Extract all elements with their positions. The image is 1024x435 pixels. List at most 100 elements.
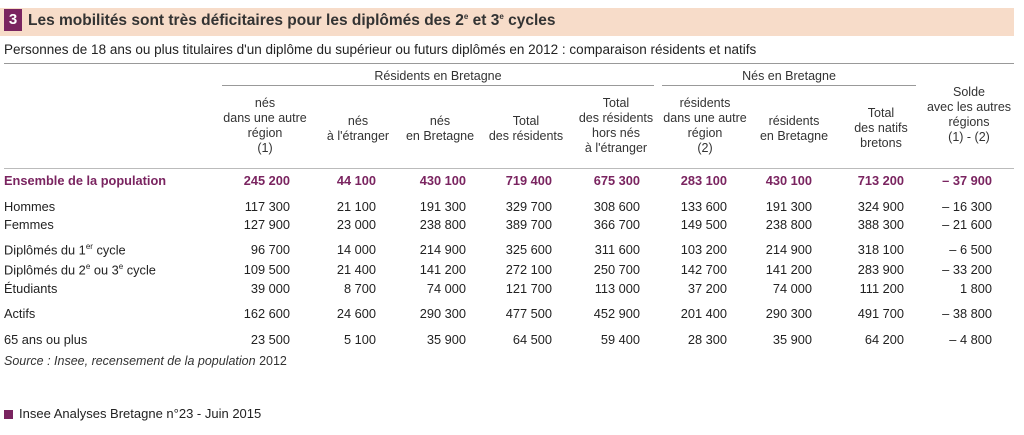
col-header-solde: Solde avec les autres régions (1) - (2) <box>926 85 1012 144</box>
table-cell: 64 500 <box>512 332 552 347</box>
table-cell: 238 800 <box>765 217 812 232</box>
table-cell: 719 400 <box>505 173 552 188</box>
table-cell: 141 200 <box>765 262 812 277</box>
col-header-etranger: nés à l'étranger <box>326 114 390 143</box>
figure-subtitle: Personnes de 18 ans ou plus titulaires d… <box>4 42 757 57</box>
row-label: Ensemble de la population <box>4 173 167 188</box>
table-cell: – 37 900 <box>942 173 992 188</box>
table-cell: – 4 800 <box>949 332 992 347</box>
table-cell: 64 200 <box>864 332 904 347</box>
row-label: Diplômés du 2e ou 3e cycle <box>4 262 156 278</box>
table-cell: 388 300 <box>857 217 904 232</box>
group-header-residents: Résidents en Bretagne <box>374 69 502 83</box>
figure-title-text: Les mobilités sont très déficitaires pou… <box>28 12 556 30</box>
table-cell: 308 600 <box>593 199 640 214</box>
group-header-natifs: Nés en Bretagne <box>742 69 836 83</box>
table-cell: 191 300 <box>765 199 812 214</box>
table-cell: 491 700 <box>857 306 904 321</box>
table-cell: 149 500 <box>680 217 727 232</box>
figure-number-badge: 3 <box>4 9 22 31</box>
footer-square-icon <box>4 410 13 420</box>
table-cell: 311 600 <box>594 242 640 257</box>
table-cell: 430 100 <box>765 173 812 188</box>
group-rule-residents <box>222 85 654 86</box>
table-cell: 325 600 <box>505 242 552 257</box>
group-rule-natifs <box>662 85 916 86</box>
table-cell: – 33 200 <box>942 262 992 277</box>
table-cell: 113 000 <box>594 281 640 296</box>
table-cell: 675 300 <box>593 173 640 188</box>
table-cell: 329 700 <box>505 199 552 214</box>
table-cell: 37 200 <box>687 281 727 296</box>
table-cell: 238 800 <box>419 217 466 232</box>
table-cell: – 38 800 <box>942 306 992 321</box>
figure-title: Les mobilités sont très déficitaires pou… <box>28 12 556 30</box>
table-cell: 389 700 <box>505 217 552 232</box>
table-cell: 324 900 <box>857 199 904 214</box>
table-cell: 21 400 <box>336 262 376 277</box>
table-cell: 96 700 <box>250 242 290 257</box>
col-header-total-hors-etranger: Total des résidents hors nés à l'étranger <box>578 96 654 155</box>
table-cell: 59 400 <box>600 332 640 347</box>
row-label: Diplômés du 1er cycle <box>4 242 126 258</box>
table-cell: 8 700 <box>343 281 376 296</box>
table-cell: 35 900 <box>426 332 466 347</box>
table-cell: – 16 300 <box>942 199 992 214</box>
table-cell: 214 900 <box>765 242 812 257</box>
table-cell: 283 900 <box>857 262 904 277</box>
table-cell: 109 500 <box>243 262 290 277</box>
table-cell: 21 100 <box>336 199 376 214</box>
table-cell: 366 700 <box>593 217 640 232</box>
table-cell: 162 600 <box>243 306 290 321</box>
table-cell: 430 100 <box>419 173 466 188</box>
table-cell: 201 400 <box>680 306 727 321</box>
table-cell: 44 100 <box>336 173 376 188</box>
table-cell: 121 700 <box>505 281 552 296</box>
col-header-total-residents: Total des résidents <box>488 114 564 143</box>
table-cell: 24 600 <box>336 306 376 321</box>
table-cell: 23 500 <box>250 332 290 347</box>
table-cell: – 21 600 <box>942 217 992 232</box>
table-cell: 283 100 <box>680 173 727 188</box>
table-cell: 272 100 <box>505 262 552 277</box>
col-header-residents-bretagne: résidents en Bretagne <box>759 114 829 143</box>
row-label: Hommes <box>4 199 56 214</box>
row-label: Femmes <box>4 217 54 232</box>
title-bar <box>0 8 1014 36</box>
top-rule <box>4 63 1014 64</box>
table-cell: 74 000 <box>772 281 812 296</box>
table-cell: 250 700 <box>593 262 640 277</box>
table-cell: 127 900 <box>243 217 290 232</box>
col-header-nes-bretagne: nés en Bretagne <box>405 114 475 143</box>
table-cell: 290 300 <box>765 306 812 321</box>
table-cell: 28 300 <box>687 332 727 347</box>
source-note: Source : Insee, recensement de la popula… <box>4 354 287 368</box>
table-cell: 452 900 <box>593 306 640 321</box>
table-cell: 5 100 <box>343 332 376 347</box>
table-cell: 318 100 <box>857 242 904 257</box>
table-cell: 39 000 <box>250 281 290 296</box>
header-bottom-rule <box>4 168 1014 169</box>
table-cell: 1 800 <box>959 281 992 296</box>
table-cell: 14 000 <box>336 242 376 257</box>
table-cell: 133 600 <box>680 199 727 214</box>
table-cell: 477 500 <box>505 306 552 321</box>
table-cell: 35 900 <box>772 332 812 347</box>
table-cell: 103 200 <box>680 242 727 257</box>
row-label: 65 ans ou plus <box>4 332 88 347</box>
table-cell: 74 000 <box>426 281 466 296</box>
row-label: Étudiants <box>4 281 58 296</box>
table-cell: 141 200 <box>419 262 466 277</box>
table-cell: 290 300 <box>419 306 466 321</box>
table-cell: 111 200 <box>859 281 904 296</box>
table-cell: 23 000 <box>336 217 376 232</box>
table-cell: 142 700 <box>680 262 727 277</box>
table-cell: – 6 500 <box>949 242 992 257</box>
table-cell: 214 900 <box>419 242 466 257</box>
table-cell: 245 200 <box>243 173 290 188</box>
table-cell: 713 200 <box>857 173 904 188</box>
row-label: Actifs <box>4 306 36 321</box>
col-header-total-natifs: Total des natifs bretons <box>854 106 908 150</box>
footer: Insee Analyses Bretagne n°23 - Juin 2015 <box>4 406 261 421</box>
table-cell: 191 300 <box>419 199 466 214</box>
